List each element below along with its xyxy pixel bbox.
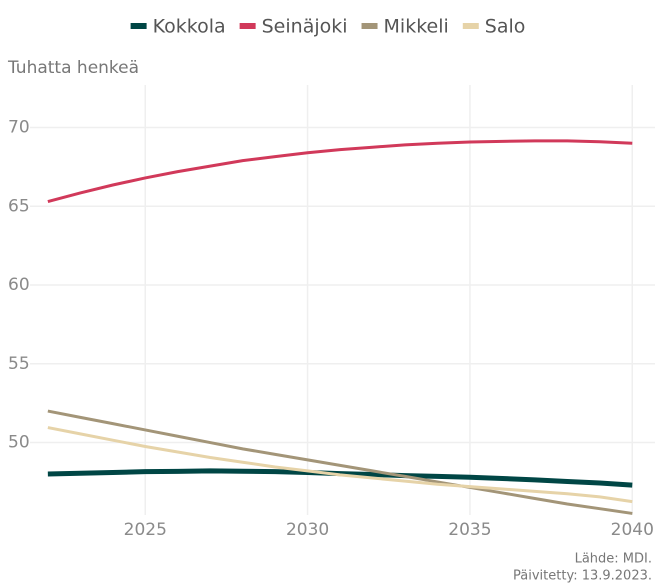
x-tick-label: 2030 (286, 520, 329, 540)
line (47, 468, 633, 488)
caption: Päivitetty: 13.9.2023. (513, 569, 652, 584)
legend: Kokkola Seinäjoki Mikkeli Salo (130, 16, 526, 38)
legend-swatch (130, 23, 147, 29)
y-tick-label: 70 (8, 118, 30, 138)
x-tick-label: 2025 (124, 520, 167, 540)
legend-swatch (239, 23, 256, 29)
x-tick-label: 2035 (448, 520, 491, 540)
y-tick-label: 55 (8, 354, 30, 374)
line (47, 139, 633, 204)
legend-label: Mikkeli (384, 16, 449, 38)
legend-label: Seinäjoki (262, 16, 348, 38)
legend-swatch (361, 23, 378, 29)
y-tick-label: 60 (8, 275, 30, 295)
y-tick-label: 65 (8, 196, 30, 216)
y-tick-label: 50 (8, 433, 30, 453)
legend-label: Kokkola (153, 16, 226, 38)
line (47, 426, 633, 504)
legend-swatch (462, 23, 479, 29)
legend-label: Salo (485, 16, 526, 38)
caption: Lähde: MDI. (575, 552, 652, 567)
y-axis-title: Tuhatta henkeä (7, 58, 139, 78)
x-tick-label: 2040 (611, 520, 654, 540)
line (47, 409, 633, 515)
